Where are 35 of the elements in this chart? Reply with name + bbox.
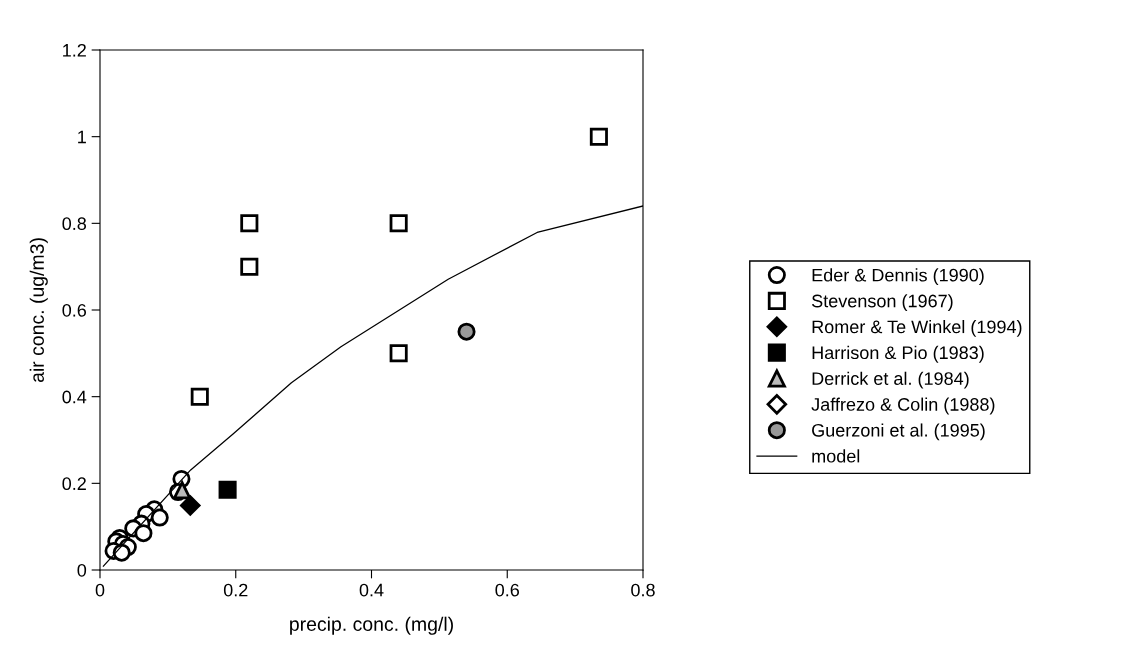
x-axis-title: precip. conc. (mg/l) (290, 616, 453, 635)
point (180, 495, 201, 516)
point (190, 387, 209, 406)
x-tick-label: 0 (95, 583, 105, 597)
point (218, 480, 237, 499)
legend-label: Harrison & Pio (1983) (812, 345, 984, 363)
y-tick-label: 0.8 (62, 217, 87, 231)
x-tick-label: 0.8 (631, 583, 655, 597)
point (240, 257, 259, 276)
legend-label: model (812, 449, 860, 463)
legend-label: Derrick et al. (1984) (812, 371, 969, 389)
point (173, 481, 192, 500)
x-tick-label: 0.4 (359, 583, 384, 597)
x-tick-label: 0.2 (223, 583, 248, 597)
point (240, 214, 259, 233)
point (389, 344, 408, 363)
point (457, 322, 476, 341)
point (112, 543, 131, 562)
y-tick-label: 1.2 (63, 43, 86, 57)
legend-label: Stevenson (1967) (811, 294, 953, 311)
y-tick-label: 0 (77, 563, 87, 577)
y-tick-label: 0.2 (62, 477, 86, 491)
legend-label: Guerzoni et al. (1995) (812, 423, 985, 441)
y-tick-label: 1 (78, 130, 86, 144)
point (134, 524, 153, 543)
legend-label: Romer & Te Winkel (1994) (812, 320, 1022, 337)
y-tick-label: 0.6 (62, 303, 87, 317)
legend-label: Eder & Dennis (1990) (812, 268, 984, 286)
point (150, 508, 169, 527)
legend-label: Jaffrezo & Colin (1988) (811, 397, 995, 415)
x-tick-label: 0.6 (495, 583, 520, 597)
y-tick-label: 0.4 (62, 390, 87, 404)
point (389, 214, 408, 233)
y-axis-title: air conc. (ug/m3) (29, 238, 48, 383)
point (589, 127, 608, 146)
